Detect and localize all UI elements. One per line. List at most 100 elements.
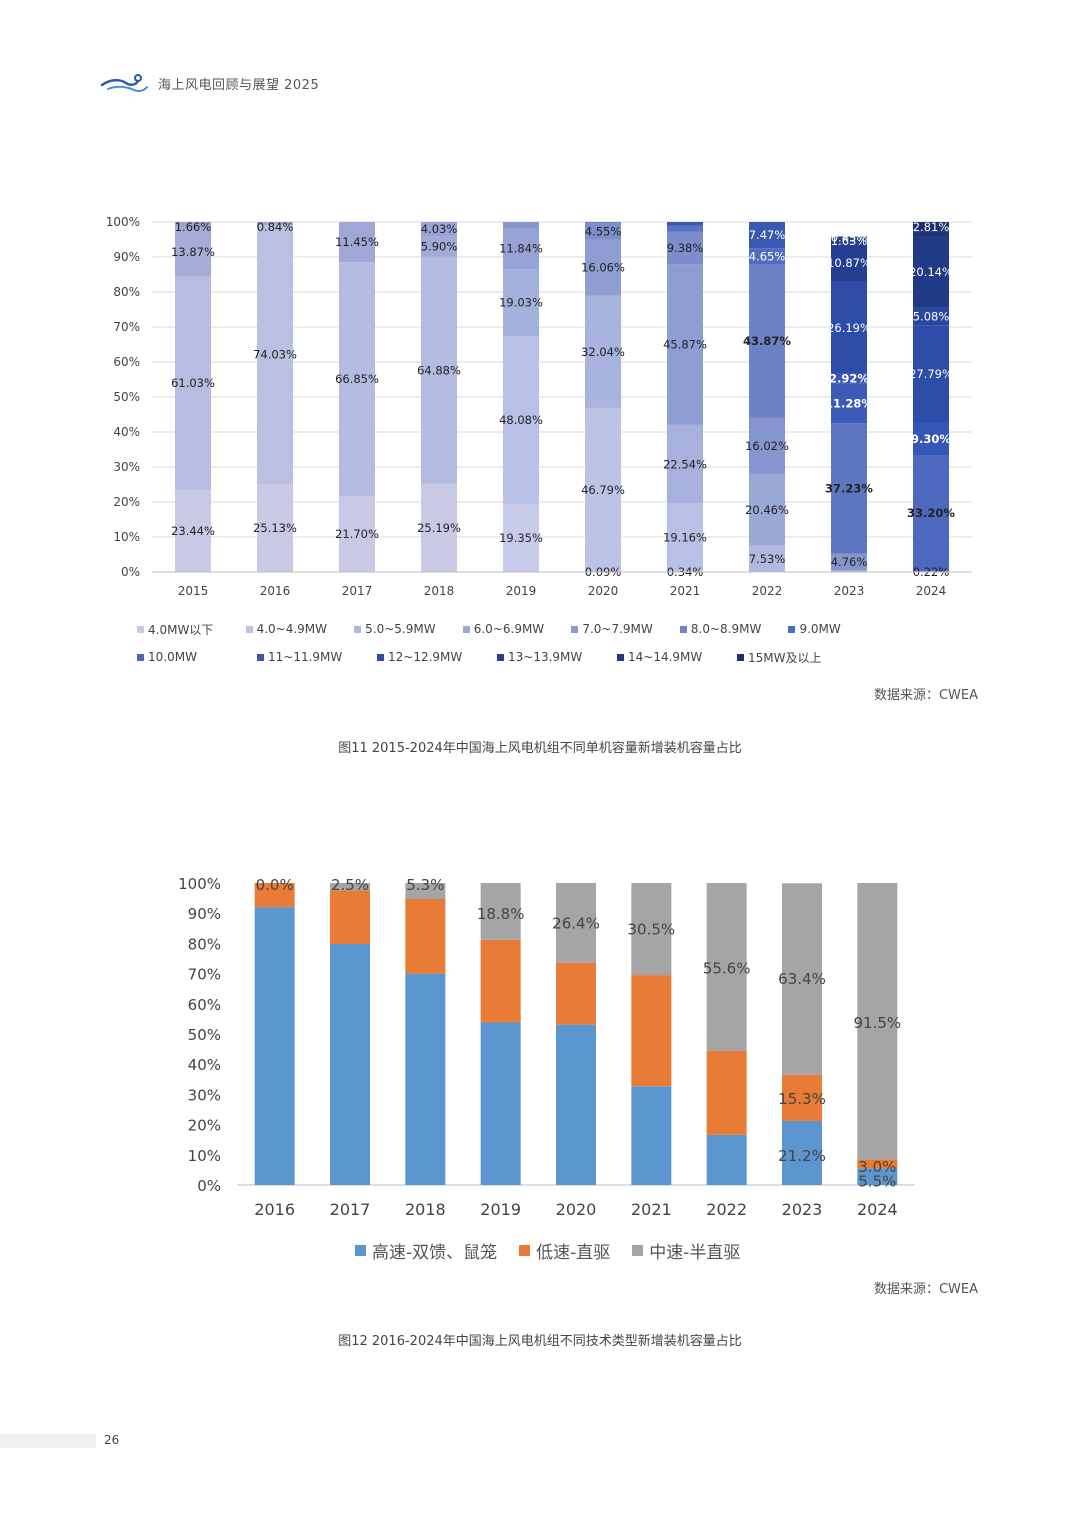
report-title: 海上风电回顾与展望 2025 — [158, 77, 320, 93]
bar-segment — [749, 417, 785, 475]
legend-swatch — [354, 625, 362, 633]
bar-segment — [421, 483, 457, 572]
bar-segment — [556, 962, 596, 1025]
data-label: 27.79% — [909, 367, 953, 381]
legend-swatch — [519, 1245, 531, 1256]
data-label: 37.23% — [825, 481, 873, 495]
bar-segment — [913, 222, 949, 232]
data-label: 5.90% — [421, 239, 458, 253]
data-label: 46.79% — [581, 483, 625, 497]
x-tick-label: 2015 — [178, 584, 209, 598]
legend-swatch — [679, 625, 687, 633]
bar-segment — [831, 570, 867, 572]
figure-12-chart: 0% 10% 20% 30% 40% 50% 60% 70% 80% 90% 100% 2016 201… — [0, 865, 1080, 1265]
legend-item: 9.0MW — [788, 622, 897, 636]
bar-segment — [585, 407, 621, 572]
data-label: 91.5% — [854, 1014, 902, 1032]
x-tick-label: 2020 — [588, 584, 619, 598]
legend-swatch — [788, 625, 796, 633]
legend-label: 10.0MW — [148, 650, 197, 664]
bar-segment — [913, 231, 949, 237]
bar-segment — [631, 975, 672, 1087]
bar-segment — [831, 383, 867, 424]
legend-label: 4.0~4.9MW — [256, 622, 328, 636]
data-label: 7.47% — [749, 228, 786, 242]
figure-12-source: 数据来源：CWEA — [873, 1282, 978, 1297]
bar-segment — [667, 570, 703, 572]
bar-segment — [706, 1050, 747, 1135]
figure-11-caption: 图11 2015-2024年中国海上风电机组不同单机容量新增装机容量占比 — [338, 741, 742, 756]
bar-segment — [503, 269, 539, 336]
bar-segment — [585, 222, 621, 224]
data-label: 19.35% — [499, 531, 543, 545]
bar-segment — [503, 335, 539, 505]
bar-segment — [585, 223, 621, 240]
x-tick-label: 2021 — [670, 584, 701, 598]
x-tick-label: 2017 — [342, 584, 373, 598]
legend-swatch — [355, 1245, 366, 1256]
bar-segment — [749, 264, 785, 418]
legend-item: 4.0MW以下 — [137, 621, 246, 638]
legend-item: 8.0~8.9MW — [679, 622, 789, 636]
data-label: 0.84% — [257, 220, 294, 234]
data-label: 26.4% — [552, 914, 600, 932]
legend-label: 中速-半直驱 — [649, 1243, 741, 1263]
legend-label: 14~14.9MW — [628, 650, 703, 664]
legend-swatch — [462, 625, 470, 633]
y-tick-label: 40% — [113, 425, 140, 439]
x-tick-label: 2020 — [556, 1200, 597, 1219]
data-label: 55.6% — [703, 960, 751, 978]
bar-segment — [857, 1159, 898, 1169]
y-tick-label: 30% — [113, 460, 140, 474]
data-label: 13.87% — [171, 245, 215, 259]
bar-segment — [556, 883, 596, 963]
y-tick-label: 10% — [113, 530, 140, 544]
legend-label: 7.0~7.9MW — [582, 622, 653, 636]
x-tick-label: 2023 — [834, 584, 865, 598]
x-tick-label: 2017 — [330, 1200, 371, 1219]
legend-item: 7.0~7.9MW — [571, 622, 680, 636]
y-tick-label: 60% — [113, 355, 140, 369]
bar-segment — [706, 1134, 747, 1185]
data-label: 3.0% — [858, 1158, 896, 1176]
data-label: 4.55% — [585, 225, 622, 239]
y-tick-label: 0% — [121, 565, 140, 579]
legend-item: 中速-半直驱 — [632, 1238, 740, 1263]
data-label: 16.02% — [745, 439, 789, 453]
bar-segment — [421, 222, 457, 237]
data-label: 0.0% — [256, 876, 294, 894]
y-tick-label: 10% — [188, 1147, 221, 1165]
y-tick-label: 70% — [113, 320, 140, 334]
data-label: 4.65% — [749, 249, 786, 263]
y-tick-label: 20% — [188, 1117, 221, 1135]
wind-logo-icon — [100, 74, 148, 92]
legend-swatch — [377, 653, 384, 661]
legend-label: 高速-双馈、鼠笼 — [372, 1243, 498, 1263]
y-tick-label: 20% — [113, 495, 140, 509]
legend-item: 13~13.9MW — [497, 650, 617, 664]
x-tick-label: 2019 — [506, 584, 537, 598]
data-label: 5.3% — [406, 876, 444, 894]
bar-segment — [556, 1024, 596, 1185]
legend-swatch — [245, 625, 253, 633]
data-label: 1.66% — [175, 220, 212, 234]
bar-segment — [913, 307, 949, 326]
bar-segment — [405, 899, 446, 974]
data-label: 21.70% — [335, 527, 379, 541]
bar-segment — [831, 238, 867, 244]
legend-item: 6.0~6.9MW — [462, 622, 572, 636]
bar-segment — [831, 236, 867, 239]
legend-swatch — [257, 653, 264, 661]
bar-segment — [831, 423, 867, 554]
bar-segment — [405, 973, 446, 1185]
legend-item: 14~14.9MW — [617, 650, 737, 664]
bar-segment — [667, 424, 703, 504]
data-label: 61.03% — [171, 376, 215, 390]
x-tick-label: 2018 — [424, 584, 455, 598]
figure-11-source: 数据来源：CWEA — [873, 688, 978, 703]
bar-segment — [749, 248, 785, 265]
legend-label: 15MW及以上 — [748, 650, 822, 665]
data-label: 30.5% — [628, 920, 676, 938]
legend-row: 4.0MW以下 4.0~4.9MW 5.0~5.9MW 6.0~6.9MW 7.… — [137, 615, 897, 643]
data-label: 74.03% — [253, 347, 297, 361]
